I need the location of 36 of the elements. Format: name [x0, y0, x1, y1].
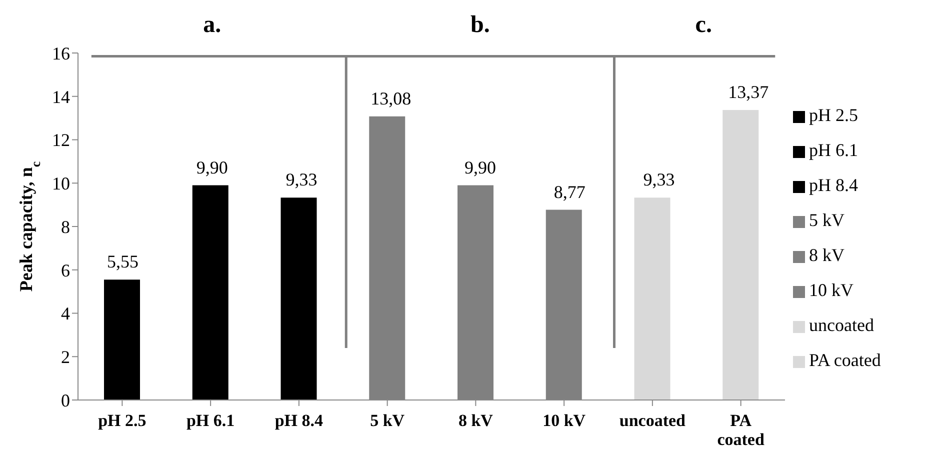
y-tick-label: 10 [52, 174, 70, 194]
text: a. [202, 12, 222, 39]
data-label: 9,33 [286, 170, 318, 190]
x-tick-label: PA coated [717, 411, 765, 449]
x-tick-label: 8 kV [458, 411, 494, 430]
text: c. [694, 12, 713, 39]
y-tick-label: 4 [61, 304, 70, 324]
data-label: 9,90 [196, 157, 228, 178]
legend-label: 5 kV [809, 210, 844, 230]
y-tick-label: 8 [61, 216, 70, 237]
data-label: 9,90 [464, 157, 496, 178]
x-tick-label: pH 6.1 [186, 411, 235, 430]
x-tick-label: pH 2.5 [98, 411, 146, 430]
legend-label: pH 2.5 [809, 105, 858, 125]
legend-label: pH 8.4 [809, 175, 858, 195]
y-tick-label: 14 [52, 86, 70, 107]
data-label: 9,33 [643, 170, 675, 190]
data-label: 8,77 [554, 182, 586, 202]
legend-label: uncoated [809, 315, 874, 335]
y-tick-label: 12 [52, 130, 70, 150]
x-tick-label: 5 kV [370, 411, 406, 430]
x-tick-label: uncoated [619, 411, 686, 430]
legend-label: pH 6.1 [809, 140, 858, 160]
text: b. [470, 12, 491, 39]
y-tick-label: 16 [52, 43, 70, 64]
y-tick-label: 6 [61, 260, 70, 280]
legend-label: 10 kV [809, 280, 854, 300]
data-label: 5,55 [106, 252, 138, 272]
legend-label: PA coated [809, 350, 881, 370]
legend-label: 8 kV [809, 245, 844, 265]
x-tick-label: 10 kV [542, 411, 586, 430]
y-tick-label: 0 [61, 390, 70, 410]
data-label: 13,37 [728, 82, 769, 102]
x-tick-label: pH 8.4 [274, 411, 324, 430]
y-tick-label: 2 [61, 347, 70, 368]
data-label: 13,08 [370, 88, 412, 108]
